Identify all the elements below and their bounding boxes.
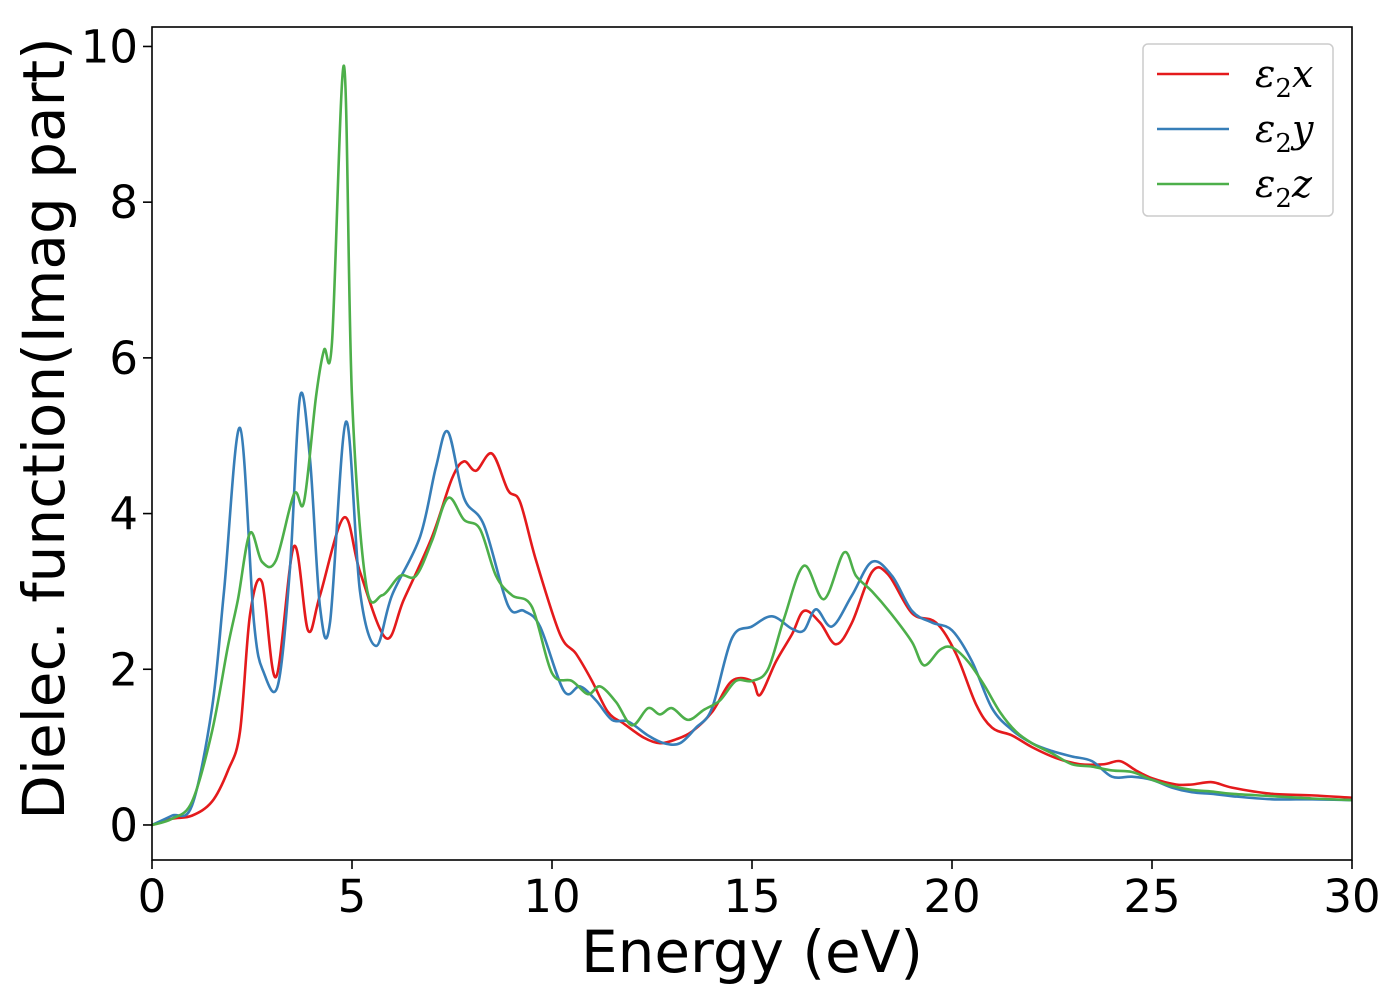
- x-tick-label: 15: [723, 870, 780, 923]
- legend-label-base: ε: [1255, 52, 1275, 96]
- y-axis-ticks: 0 2 4 6 8 10: [81, 20, 152, 852]
- y-tick-label: 2: [109, 643, 138, 696]
- y-axis-title: Dielec. function(Imag part): [10, 37, 78, 820]
- series-line-1: [152, 452, 1352, 827]
- y-tick-label: 10: [81, 20, 138, 73]
- y-tick-label: 4: [109, 488, 138, 541]
- x-axis-ticks: 0 5 10 15 20 25 30: [138, 860, 1381, 923]
- legend-label-suffix: x: [1292, 52, 1313, 96]
- legend-label: ε2x: [1255, 52, 1313, 104]
- series-line-3: [152, 64, 1352, 827]
- x-tick-label: 10: [523, 870, 580, 923]
- legend-box: [1142, 43, 1334, 217]
- y-tick-label: 6: [109, 332, 138, 385]
- series-line-2: [152, 391, 1352, 827]
- x-tick-label: 0: [138, 870, 167, 923]
- legend-label-suffix: y: [1290, 107, 1314, 151]
- x-tick-label: 25: [1123, 870, 1180, 923]
- legend-label-base: ε: [1255, 162, 1275, 206]
- legend-label: ε2y: [1255, 107, 1314, 159]
- y-tick-label: 0: [109, 799, 138, 852]
- x-tick-label: 30: [1323, 870, 1380, 923]
- plot-lines: [152, 64, 1352, 827]
- legend-label-sub: 2: [1275, 129, 1292, 159]
- x-axis-title: Energy (eV): [581, 918, 923, 986]
- x-tick-label: 20: [923, 870, 980, 923]
- legend-label-base: ε: [1255, 107, 1275, 151]
- legend-label-sub: 2: [1275, 74, 1292, 104]
- x-tick-label: 5: [338, 870, 367, 923]
- legend-label-sub: 2: [1275, 184, 1292, 214]
- legend-label: ε2z: [1255, 162, 1313, 214]
- y-tick-label: 8: [109, 176, 138, 229]
- legend-label-suffix: z: [1291, 162, 1313, 206]
